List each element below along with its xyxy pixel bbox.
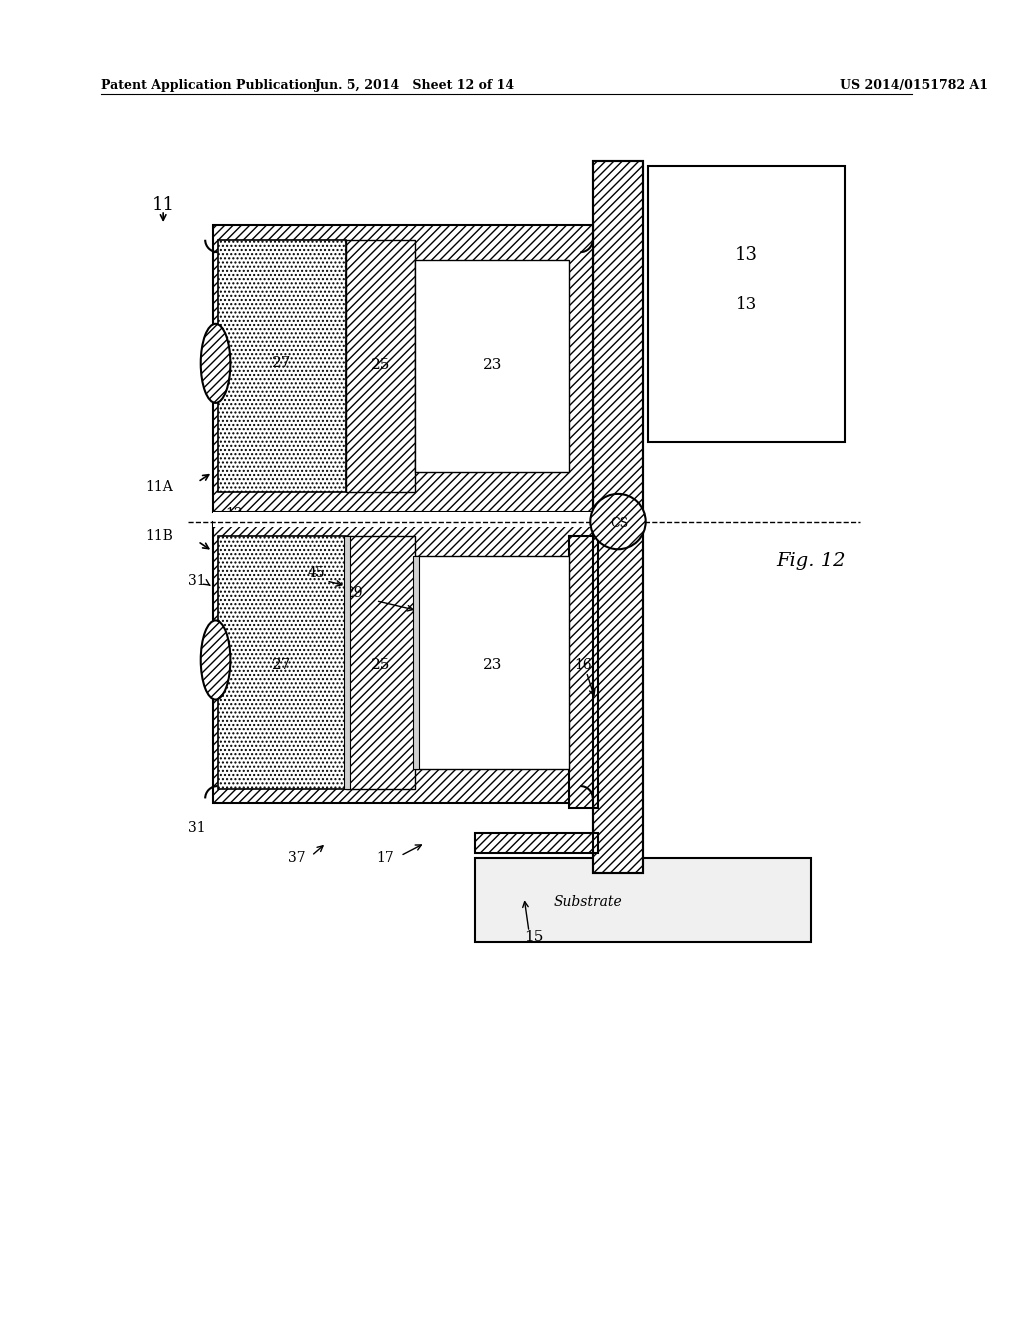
Text: 25: 25 (371, 657, 390, 672)
Text: Substrate: Substrate (554, 895, 623, 909)
Bar (475, 833, 598, 853)
Text: 11B: 11B (145, 529, 173, 544)
Bar (475, 858, 811, 941)
Text: 25: 25 (371, 358, 390, 372)
Bar (213, 224, 593, 512)
Bar (346, 240, 416, 492)
Bar (414, 556, 419, 768)
Text: 13: 13 (735, 246, 758, 264)
Bar (344, 536, 350, 788)
Bar (647, 165, 846, 442)
Text: 27: 27 (272, 356, 292, 371)
Text: 31: 31 (188, 574, 206, 587)
Bar (593, 161, 643, 873)
Bar (213, 512, 593, 527)
Bar (346, 536, 416, 788)
Text: CS: CS (610, 517, 628, 531)
Text: 12: 12 (225, 507, 243, 520)
Text: FG: FG (494, 727, 515, 741)
Text: 11: 11 (152, 197, 175, 214)
Text: 15: 15 (524, 929, 544, 944)
Text: 31: 31 (188, 821, 206, 836)
Text: 13: 13 (736, 296, 757, 313)
Text: 37: 37 (288, 851, 305, 865)
Text: 17: 17 (377, 851, 394, 865)
Text: 27: 27 (272, 657, 292, 672)
Text: 23: 23 (482, 657, 502, 672)
Text: Fig. 12: Fig. 12 (776, 552, 846, 570)
Text: 29: 29 (345, 586, 362, 599)
Bar (217, 536, 346, 788)
Bar (217, 240, 346, 492)
Text: 45: 45 (307, 566, 326, 579)
Text: 16: 16 (574, 657, 592, 672)
Text: US 2014/0151782 A1: US 2014/0151782 A1 (841, 79, 988, 91)
Bar (213, 521, 593, 804)
Ellipse shape (201, 323, 230, 403)
Text: 11A: 11A (145, 480, 173, 494)
Bar (416, 556, 568, 768)
Text: 23: 23 (482, 358, 502, 372)
Text: Jun. 5, 2014   Sheet 12 of 14: Jun. 5, 2014 Sheet 12 of 14 (315, 79, 515, 91)
Text: Patent Application Publication: Patent Application Publication (100, 79, 316, 91)
Circle shape (590, 494, 646, 549)
Bar (568, 536, 598, 808)
Ellipse shape (201, 620, 230, 700)
Bar (593, 161, 643, 873)
Bar (416, 260, 568, 473)
